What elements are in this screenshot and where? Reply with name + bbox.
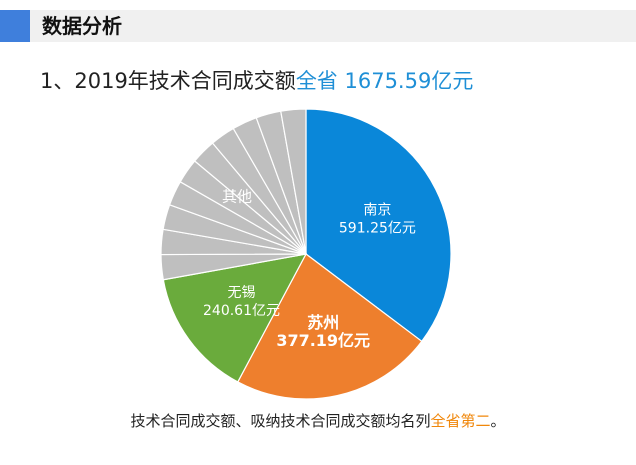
- slice-name-label: 其他: [222, 187, 252, 205]
- slice-value-label: 377.19亿元: [276, 331, 370, 350]
- subtitle-prefix: 1、2019年技术合同成交额: [40, 69, 296, 93]
- pie-slice-1: [236, 253, 423, 400]
- pie-slice-0: [305, 108, 452, 343]
- section-title: 数据分析: [42, 14, 122, 38]
- header-accent: [0, 10, 30, 42]
- caption-highlight: 全省第二: [430, 412, 491, 430]
- pie-slice-other-part: [280, 108, 307, 255]
- chart-subtitle: 1、2019年技术合同成交额全省 1675.59亿元: [40, 64, 473, 98]
- slice-value-label: 240.61亿元: [203, 303, 280, 319]
- subtitle-highlight: 全省 1675.59亿元: [295, 69, 474, 93]
- header-bar: [0, 10, 636, 42]
- slice-name-label: 南京: [363, 202, 391, 218]
- caption-suffix: 。: [490, 412, 506, 430]
- chart-caption: 技术合同成交额、吸纳技术合同成交额均名列全省第二。: [0, 410, 636, 431]
- slice-name-label: 苏州: [307, 313, 339, 332]
- slice-name-label: 无锡: [228, 285, 256, 301]
- slice-value-label: 591.25亿元: [339, 220, 416, 236]
- caption-text: 技术合同成交额、吸纳技术合同成交额均名列: [130, 412, 431, 430]
- pie-slice-2: [162, 253, 308, 383]
